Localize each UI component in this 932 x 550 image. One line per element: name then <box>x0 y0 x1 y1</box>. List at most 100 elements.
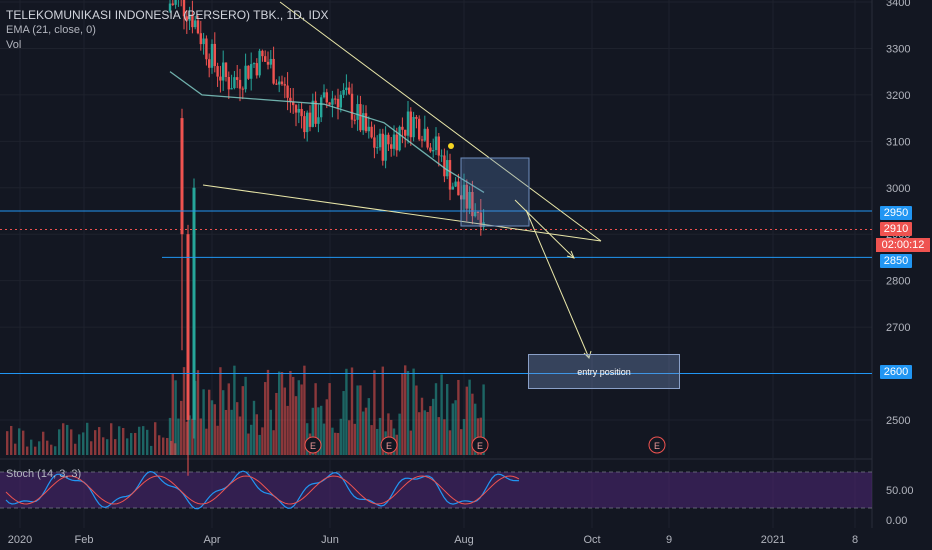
volume-bar <box>154 422 157 455</box>
volume-bar <box>185 421 188 455</box>
candle-body <box>174 0 177 5</box>
volume-bar <box>404 365 407 455</box>
candle-body <box>289 97 292 102</box>
volume-bar <box>356 385 359 455</box>
candle-body <box>191 14 194 28</box>
volume-bar <box>264 382 267 455</box>
candle-body <box>188 14 191 21</box>
price-tick-label: 3200 <box>886 90 910 102</box>
candle-body <box>286 85 289 98</box>
volume-bar <box>278 371 281 455</box>
stochastic-panel <box>0 470 872 510</box>
volume-bar <box>62 423 65 455</box>
ema-line <box>169 71 485 193</box>
volume-bar <box>110 423 113 455</box>
time-tick-label: 8 <box>852 534 858 546</box>
volume-bar <box>418 412 421 455</box>
volume-bar <box>180 400 183 455</box>
time-tick-label: 9 <box>666 534 672 546</box>
stoch-tick-label: 50.00 <box>886 485 914 497</box>
volume-bar <box>174 380 177 455</box>
volume-bar <box>252 400 256 455</box>
volume-bar <box>247 433 250 455</box>
volume-bar <box>325 399 328 455</box>
candle-body <box>322 92 326 98</box>
volume-bar <box>50 444 53 455</box>
volume-bar <box>378 417 382 455</box>
ema-legend[interactable]: EMA (21, close, 0) <box>6 24 96 36</box>
price-tick-label: 2700 <box>886 322 910 334</box>
volume-bar <box>468 379 471 455</box>
candle-body <box>398 126 401 151</box>
volume-bar <box>202 389 205 455</box>
candle-body <box>258 50 261 76</box>
candle-body <box>406 111 410 136</box>
volume-bar <box>170 440 173 455</box>
symbol-title[interactable]: TELEKOMUNIKASI INDONESIA (PERSERO) TBK.,… <box>6 8 329 22</box>
entry-position-box[interactable]: entry position <box>528 354 680 389</box>
stoch-legend[interactable]: Stoch (14, 3, 3) <box>6 468 82 480</box>
volume-bar <box>328 383 331 455</box>
time-tick-label: Oct <box>583 534 600 546</box>
volume-bar <box>233 365 236 455</box>
volume-bar <box>353 423 356 455</box>
candle-body <box>465 184 468 209</box>
candle-body <box>168 3 172 12</box>
candle-body <box>278 81 281 85</box>
earnings-event-label: E <box>386 441 392 451</box>
candle-body <box>348 87 351 94</box>
volume-bar <box>118 426 121 455</box>
volume-bar <box>30 439 33 455</box>
candle-body <box>219 76 222 81</box>
candle-body <box>314 100 317 124</box>
volume-bar <box>280 372 284 455</box>
volume-bar <box>370 425 373 455</box>
volume-bar <box>339 418 342 455</box>
volume-bar <box>94 430 97 455</box>
volume-bar <box>18 428 21 455</box>
volume-bar <box>336 432 340 455</box>
candle-body <box>317 117 320 124</box>
price-tag-2910: 2910 <box>880 222 912 236</box>
candle-body <box>432 150 435 152</box>
candle-body <box>476 211 480 213</box>
volume-bar <box>102 437 105 455</box>
time-tick-label: 2020 <box>8 534 32 546</box>
volume-bar <box>448 430 452 455</box>
volume-bar <box>440 374 443 455</box>
candle-body <box>454 181 457 187</box>
volume-bar <box>258 434 261 455</box>
volume-bar <box>387 413 390 455</box>
candle-body <box>328 102 331 105</box>
candle-body <box>390 144 393 149</box>
volume-bar <box>244 376 247 455</box>
volume-bar <box>196 370 200 455</box>
volume-bar <box>58 429 61 455</box>
volume-bar <box>345 368 348 455</box>
candle-body <box>429 147 432 152</box>
volume-bar <box>432 398 435 455</box>
candle-body <box>423 128 426 141</box>
volume-bar <box>230 409 233 455</box>
candle-body <box>446 160 449 177</box>
volume-bar <box>406 371 410 455</box>
time-axis: 2020 Feb Apr Jun Aug Oct 9 2021 8 <box>8 534 858 546</box>
upper-trendline <box>279 1 602 242</box>
horizontal-levels <box>0 210 872 375</box>
price-tick-label: 2500 <box>886 415 910 427</box>
time-tick-label: Jun <box>321 534 339 546</box>
candle-body <box>471 191 474 217</box>
volume-bar <box>255 414 258 455</box>
price-tick-label: 3100 <box>886 136 910 148</box>
volume-bar <box>78 434 81 455</box>
candle-body <box>401 126 404 130</box>
volume-bar <box>412 368 415 455</box>
candle-body <box>297 108 300 113</box>
volume-bar <box>460 429 463 455</box>
volume-legend[interactable]: Vol <box>6 39 22 51</box>
stoch-k-line <box>5 470 520 510</box>
candle-body <box>244 65 247 90</box>
time-tick-label: Feb <box>75 534 94 546</box>
volume-bar <box>426 411 429 455</box>
